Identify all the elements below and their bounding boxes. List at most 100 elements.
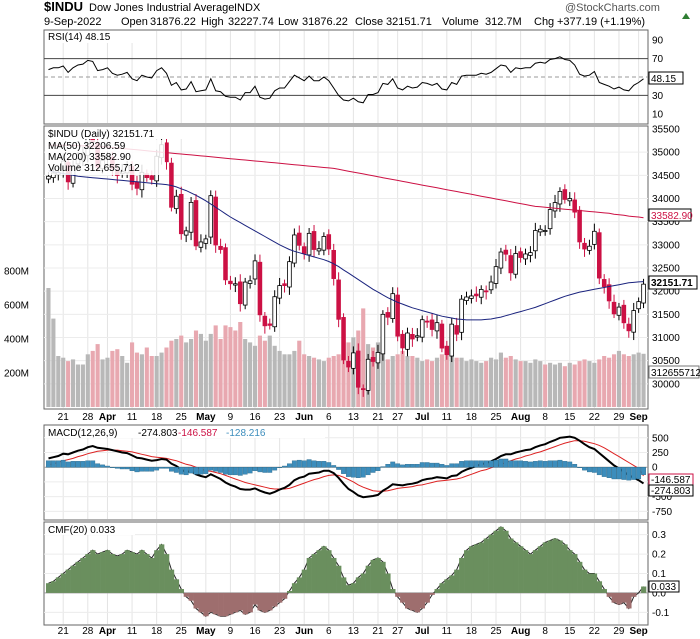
cmf-bar bbox=[439, 583, 445, 593]
volume-bar bbox=[582, 359, 587, 407]
cmf-tick: -0.1 bbox=[652, 608, 670, 619]
cmf-bar bbox=[611, 592, 617, 603]
macd-hist-bar bbox=[355, 467, 361, 478]
cmf-bar bbox=[213, 592, 219, 615]
volume-tick: 800M bbox=[4, 267, 29, 278]
candle-body bbox=[301, 246, 307, 254]
macd-title-name: MACD(12,26,9) bbox=[48, 428, 117, 439]
volume-bar bbox=[213, 325, 218, 407]
price-tick: 33500 bbox=[652, 217, 680, 228]
price-tick: 35500 bbox=[652, 125, 680, 136]
cmf-bar bbox=[621, 592, 627, 603]
cmf-bar bbox=[247, 592, 253, 613]
value-boxes: 48.15 33582.90 32151.71 312655712 -146.5… bbox=[648, 71, 700, 593]
cmf-bar bbox=[277, 592, 283, 603]
volume-bar bbox=[144, 347, 149, 407]
volume-bar bbox=[390, 356, 395, 407]
candle-body bbox=[380, 313, 386, 355]
price-tick: 33000 bbox=[652, 240, 680, 251]
cmf-bar bbox=[286, 590, 293, 593]
x-axis-label: 18 bbox=[151, 412, 163, 423]
candle-body bbox=[547, 209, 553, 230]
candle-body bbox=[247, 280, 253, 284]
candle-body bbox=[415, 335, 420, 338]
volume-bar bbox=[469, 359, 474, 407]
cmf-bar bbox=[350, 583, 357, 593]
cmf-bar bbox=[85, 554, 91, 593]
x-axis-label: 13 bbox=[348, 412, 360, 423]
cmf-bar bbox=[523, 550, 529, 593]
volume-bar bbox=[533, 359, 538, 407]
cmf-bar bbox=[267, 592, 273, 611]
candle-body bbox=[272, 296, 277, 328]
x-axis-label: 9 bbox=[228, 626, 234, 637]
rsi-tick: 70 bbox=[652, 54, 664, 65]
x-axis-label: Jun bbox=[295, 412, 313, 423]
candle-body bbox=[360, 388, 366, 391]
x-axis-label: 9 bbox=[228, 412, 234, 423]
watermark: @StockCharts.com bbox=[565, 2, 660, 14]
volume-bar bbox=[223, 325, 228, 407]
macd-hist-bar bbox=[483, 460, 489, 468]
x-axis-label: 8 bbox=[542, 412, 548, 423]
volume-bar bbox=[434, 357, 440, 407]
cmf-bar bbox=[631, 592, 637, 597]
macd-hist-bar bbox=[350, 467, 356, 478]
candle-body bbox=[636, 301, 641, 310]
volume-bar bbox=[415, 357, 420, 407]
cmf-bar bbox=[208, 592, 214, 613]
cmf-bar bbox=[498, 526, 504, 593]
volume-bar bbox=[459, 357, 464, 407]
macd-hist-bar bbox=[567, 461, 573, 468]
volume-bar bbox=[346, 342, 351, 407]
volume-bar bbox=[420, 361, 425, 407]
candle-body bbox=[474, 293, 479, 297]
cmf-bar bbox=[257, 592, 263, 611]
candle-body bbox=[493, 266, 499, 284]
cmf-title: CMF(20) 0.033 bbox=[48, 525, 116, 536]
macd-hist-bar bbox=[508, 460, 514, 468]
candle-body bbox=[346, 360, 351, 368]
cmf-bar bbox=[296, 577, 303, 593]
rsi-tick: 30 bbox=[652, 91, 664, 102]
x-axis-label: 18 bbox=[466, 412, 478, 423]
x-axis-label: 29 bbox=[613, 626, 625, 637]
cmf-bar bbox=[449, 575, 455, 593]
macd-hist-bar bbox=[611, 467, 617, 480]
cmf-bar bbox=[395, 592, 401, 597]
volume-bar bbox=[233, 330, 238, 407]
macd-hist-bar bbox=[50, 460, 56, 468]
macd-hist-bar bbox=[272, 467, 278, 471]
candle-body bbox=[233, 283, 238, 286]
x-axis-label: 25 bbox=[490, 626, 502, 637]
macd-hist-bar bbox=[459, 461, 464, 468]
volume-label: Volume bbox=[442, 16, 479, 28]
macd-panel-frame bbox=[43, 424, 649, 521]
cmf-bar bbox=[144, 554, 150, 593]
candle-body bbox=[552, 202, 558, 212]
up-arrow-icon bbox=[682, 13, 690, 19]
candle-body bbox=[375, 352, 381, 364]
candle-body bbox=[419, 319, 425, 338]
cmf-bar bbox=[129, 552, 135, 593]
volume-bar bbox=[184, 342, 189, 407]
candle-body bbox=[351, 352, 356, 369]
candle-body bbox=[444, 345, 450, 356]
candle-body bbox=[616, 306, 622, 316]
macd-hist-bar bbox=[70, 461, 76, 468]
x-axis-label: 11 bbox=[442, 412, 453, 423]
cmf-bar bbox=[311, 554, 317, 593]
macd-hist-bar bbox=[208, 467, 214, 471]
macd-hist-bar bbox=[129, 467, 135, 471]
candle-body bbox=[213, 196, 218, 246]
macd-hist-bar bbox=[587, 467, 592, 473]
macd-hist-bar bbox=[532, 461, 538, 468]
candle-body bbox=[572, 199, 577, 213]
cmf-bar bbox=[326, 550, 332, 593]
volume-bar bbox=[410, 356, 415, 407]
cmf-bar bbox=[193, 592, 199, 609]
volume-bar bbox=[631, 354, 636, 407]
macd-hist-bar bbox=[188, 467, 194, 474]
volume-bar bbox=[385, 359, 390, 407]
